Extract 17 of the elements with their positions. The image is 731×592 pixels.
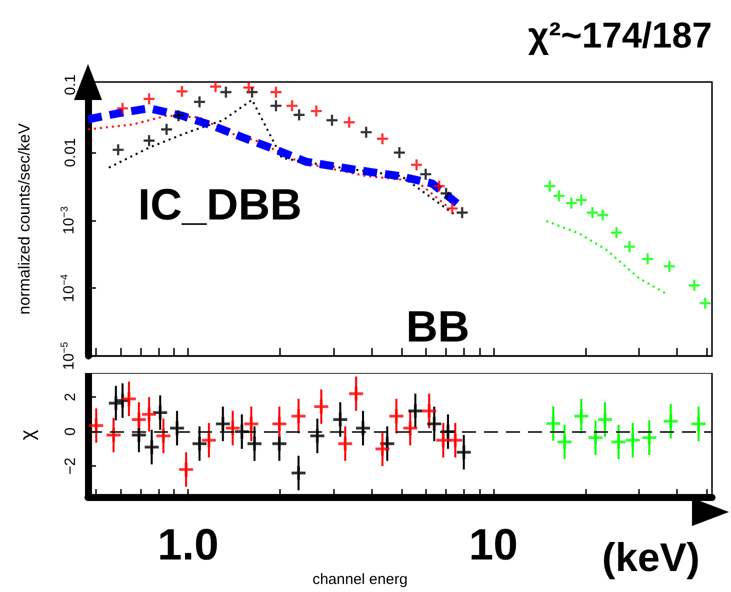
text: (keV) <box>602 536 700 580</box>
y-tick-label: 10−5 <box>60 341 78 370</box>
x-axis-title: channel energ <box>312 571 408 588</box>
x-tick-label: 10 <box>468 520 518 570</box>
y-tick-label: 0.01 <box>62 138 79 168</box>
y-axis-title: χ <box>17 429 39 440</box>
y-tick-label: 2 <box>62 392 79 402</box>
x-tick-label: 1.0 <box>158 520 219 570</box>
y-tick-label: 10−4 <box>60 274 78 302</box>
y-axis-title: normalized counts/sec/keV <box>16 123 34 315</box>
y-tick-label: −2 <box>62 458 79 475</box>
y-tick-label: 10−3 <box>60 206 78 234</box>
annotation: BB <box>406 302 470 352</box>
y-tick-label: 0 <box>62 427 79 436</box>
chart-title: χ²~174/187 <box>528 14 712 56</box>
annotation: IC_DBB <box>138 180 302 230</box>
y-tick-label: 0.1 <box>62 74 79 96</box>
